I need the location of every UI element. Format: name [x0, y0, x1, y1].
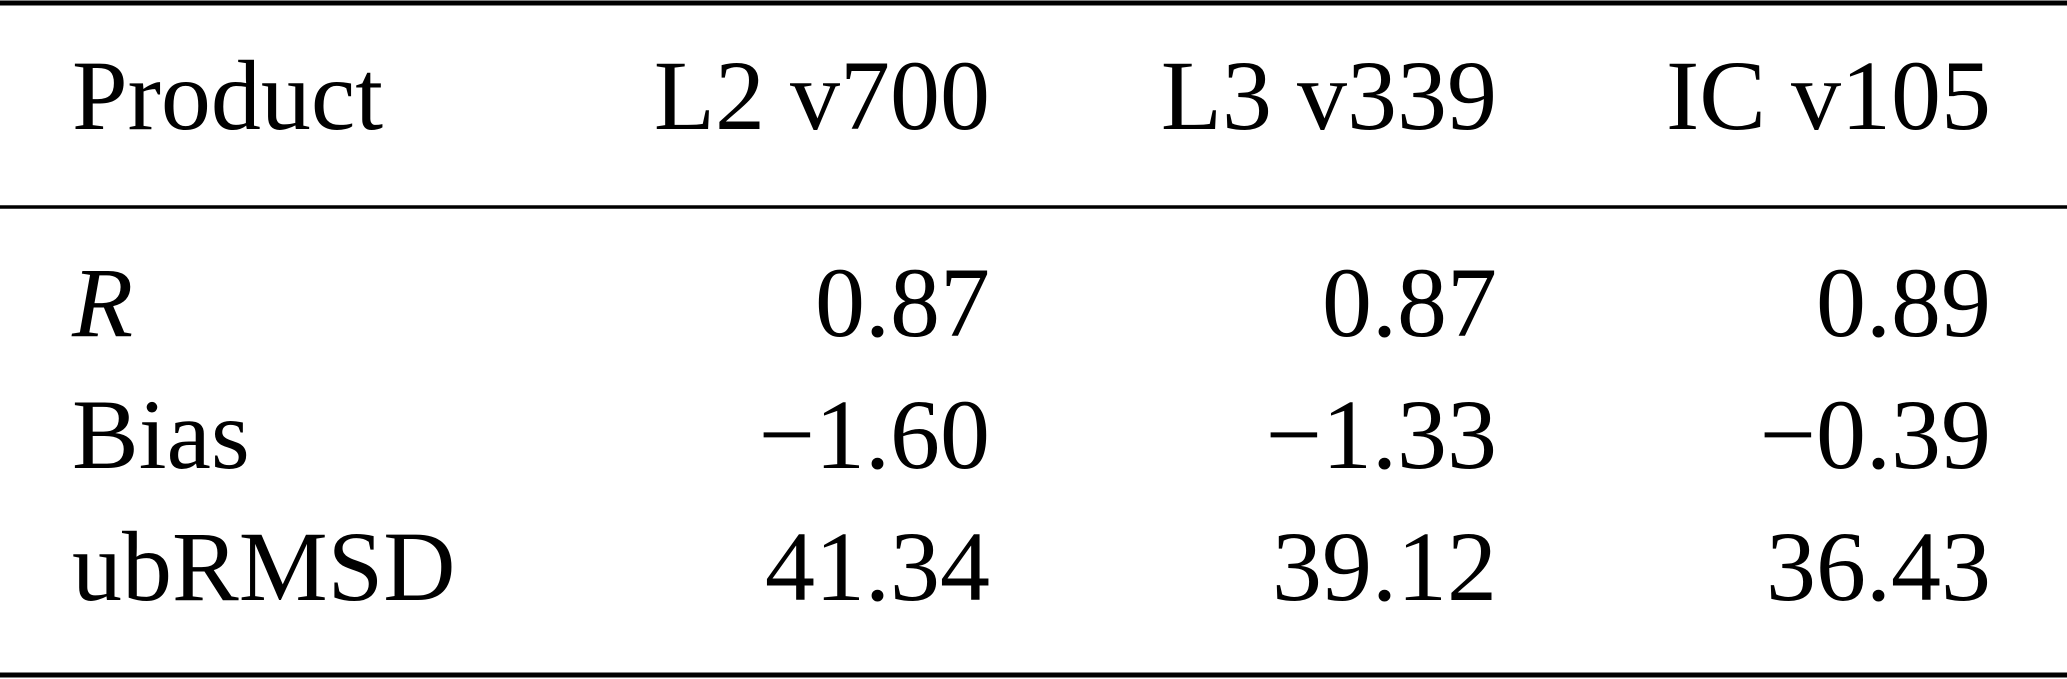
header-cell: L2 v700: [654, 40, 990, 151]
row-label: Bias: [72, 379, 250, 490]
cell: −1.33: [1266, 379, 1497, 490]
cell: 41.34: [765, 511, 990, 622]
header-cell: Product: [72, 40, 383, 151]
cell: −0.39: [1760, 379, 1991, 490]
row-label: ubRMSD: [72, 511, 455, 622]
cell: −1.60: [759, 379, 990, 490]
cell: 36.43: [1766, 511, 1991, 622]
header-cell: L3 v339: [1161, 40, 1497, 151]
cell: 39.12: [1272, 511, 1497, 622]
header-cell: IC v105: [1666, 40, 1991, 151]
row-label: R: [71, 247, 133, 358]
cell: 0.89: [1816, 247, 1991, 358]
cell: 0.87: [815, 247, 990, 358]
cell: 0.87: [1322, 247, 1497, 358]
